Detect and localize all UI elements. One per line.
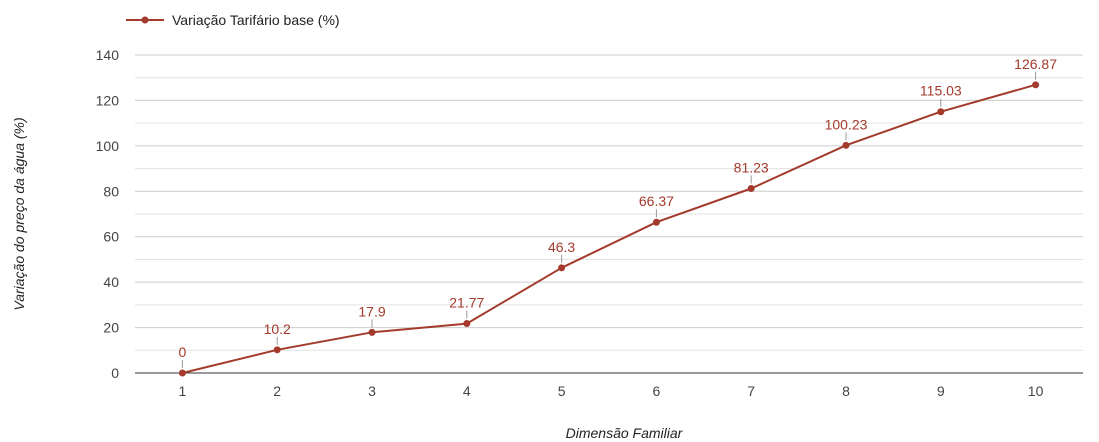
x-tick-label: 3 — [368, 383, 376, 399]
x-tick-label: 10 — [1028, 383, 1044, 399]
series-layer: 0 10.2 17.9 21.77 46.3 66.37 81.23 100.23 115.03… — [178, 56, 1057, 377]
data-point[interactable] — [842, 141, 850, 149]
legend[interactable]: Variação Tarifário base (%) — [126, 12, 340, 28]
data-label: 46.3 — [548, 239, 575, 255]
data-point[interactable] — [273, 346, 281, 354]
y-tick-label: 120 — [96, 92, 120, 108]
data-point[interactable] — [368, 328, 376, 336]
series-line — [182, 83, 1036, 374]
data-label: 21.77 — [449, 295, 484, 311]
x-tick-label: 2 — [273, 383, 281, 399]
data-point[interactable] — [1032, 81, 1040, 89]
data-label: 126.87 — [1014, 56, 1057, 72]
y-tick-label: 0 — [111, 365, 119, 381]
data-point[interactable] — [558, 264, 566, 272]
y-tick-label: 60 — [103, 229, 119, 245]
gridlines — [135, 54, 1083, 374]
x-tick-label: 9 — [937, 383, 945, 399]
x-tick-label: 8 — [842, 383, 850, 399]
y-tick-label: 80 — [103, 183, 119, 199]
data-label: 100.23 — [825, 116, 868, 132]
data-label: 10.2 — [264, 321, 291, 337]
x-axis-ticks: 1 2 3 4 5 6 7 8 9 10 — [179, 383, 1044, 399]
legend-marker-icon — [141, 16, 149, 24]
y-tick-label: 20 — [103, 320, 119, 336]
x-tick-label: 4 — [463, 383, 471, 399]
x-axis-title: Dimensão Familiar — [566, 425, 684, 441]
y-tick-label: 40 — [103, 274, 119, 290]
data-point[interactable] — [178, 369, 186, 377]
data-label: 66.37 — [639, 193, 674, 209]
y-axis-ticks: 0 20 40 60 80 100 120 140 — [96, 47, 120, 381]
y-tick-label: 100 — [96, 138, 120, 154]
data-label: 0 — [179, 344, 187, 360]
data-label: 17.9 — [358, 303, 385, 319]
data-label: 81.23 — [734, 159, 769, 175]
data-label: 115.03 — [920, 83, 962, 99]
data-point[interactable] — [747, 184, 755, 192]
x-tick-label: 1 — [179, 383, 187, 399]
y-tick-label: 140 — [96, 47, 120, 63]
x-tick-label: 6 — [653, 383, 661, 399]
legend-label: Variação Tarifário base (%) — [172, 12, 340, 28]
x-tick-label: 7 — [747, 383, 755, 399]
y-axis-title: Variação do preço da água (%) — [11, 117, 27, 310]
data-point[interactable] — [652, 218, 660, 226]
data-point[interactable] — [937, 108, 945, 116]
data-point[interactable] — [463, 320, 471, 328]
x-tick-label: 5 — [558, 383, 566, 399]
